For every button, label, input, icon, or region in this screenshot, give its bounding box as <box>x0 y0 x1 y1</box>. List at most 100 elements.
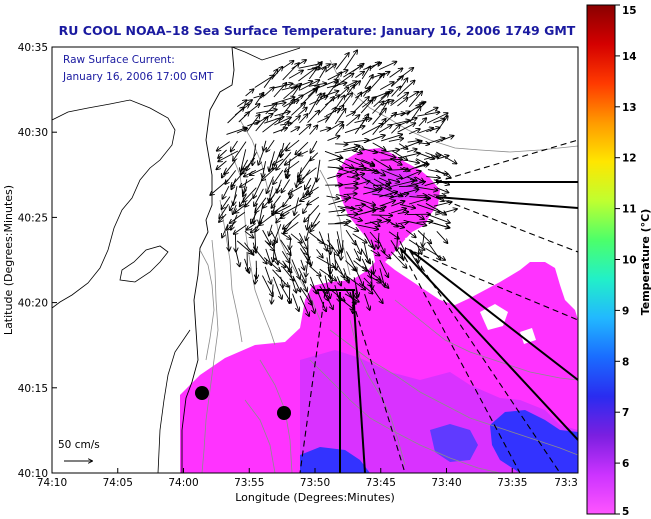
current-vector <box>298 68 316 82</box>
current-vector <box>360 248 370 264</box>
current-vector <box>329 249 331 274</box>
current-vector <box>390 76 403 88</box>
current-vector <box>227 220 237 230</box>
current-vector <box>436 187 449 193</box>
current-vector <box>269 184 281 203</box>
current-vector <box>307 214 309 229</box>
current-vector <box>306 259 308 276</box>
current-vector <box>341 240 343 260</box>
current-vector <box>289 185 303 194</box>
colorbar-tick-label: 8 <box>622 356 629 368</box>
current-vector <box>433 195 446 196</box>
current-vector <box>396 81 415 97</box>
current-vector <box>227 107 244 124</box>
current-vector <box>241 149 247 171</box>
current-vector <box>343 66 361 78</box>
current-vector <box>308 83 327 87</box>
colorbar-tick-label: 15 <box>622 5 637 17</box>
colorbar-ticks: 15 14 13 12 11 10 9 8 7 6 5 <box>615 4 637 518</box>
current-vector <box>304 204 320 222</box>
antenna-dashed-2 <box>435 196 578 253</box>
current-vector <box>356 284 357 299</box>
current-vector <box>237 100 246 107</box>
current-vector <box>372 109 387 125</box>
current-vector <box>233 141 247 161</box>
current-vector <box>380 220 390 223</box>
current-vector <box>256 110 277 114</box>
current-vector <box>272 284 274 303</box>
current-vector <box>283 194 292 206</box>
current-vector <box>231 140 238 151</box>
current-vector <box>305 177 312 189</box>
current-vector <box>399 248 403 260</box>
current-vector <box>281 211 290 218</box>
current-vector <box>308 93 321 115</box>
contour-7 <box>309 359 501 473</box>
current-vector <box>418 118 426 127</box>
y-tick-label: 40:30 <box>18 127 48 139</box>
current-vector <box>426 128 440 133</box>
current-vector <box>400 141 422 150</box>
colorbar-tick-label: 13 <box>622 102 637 114</box>
current-vector <box>263 257 280 272</box>
current-vector <box>336 214 358 216</box>
current-vector <box>273 83 287 98</box>
current-vector <box>397 231 398 251</box>
current-vector <box>310 152 319 161</box>
current-vector <box>380 186 403 197</box>
current-vector <box>344 205 362 210</box>
current-vector <box>231 178 237 190</box>
current-vector <box>352 92 362 106</box>
sst-field <box>180 148 578 473</box>
current-vector <box>370 249 380 256</box>
current-vector <box>258 149 265 165</box>
current-vector <box>270 230 277 243</box>
current-vector <box>435 168 451 178</box>
current-vector <box>262 229 271 244</box>
sst-blue-cold-2 <box>300 447 370 473</box>
current-vector <box>344 140 369 144</box>
current-vector <box>281 251 289 262</box>
current-vector <box>325 64 337 73</box>
current-vector <box>298 268 306 282</box>
map-title: RU COOL NOAA–18 Sea Surface Temperature:… <box>59 23 576 38</box>
current-vector <box>316 249 323 257</box>
coastline <box>52 47 301 473</box>
current-vector <box>261 275 273 297</box>
current-vector <box>328 199 348 206</box>
current-vector <box>280 121 288 132</box>
current-vector <box>300 287 312 305</box>
y-tick-label: 40:25 <box>18 212 48 224</box>
current-vector <box>336 276 341 285</box>
current-vector <box>372 101 383 114</box>
current-vector <box>318 231 327 251</box>
current-vector <box>285 160 300 172</box>
current-vector <box>373 150 396 158</box>
current-vector <box>281 276 283 288</box>
current-vector <box>225 160 236 174</box>
current-vector <box>353 248 360 261</box>
current-vector <box>344 126 365 134</box>
colorbar-tick-label: 12 <box>622 153 637 165</box>
current-vector <box>266 139 275 152</box>
current-vector <box>263 194 275 208</box>
current-vector <box>292 275 301 292</box>
current-vector <box>380 159 403 160</box>
current-vector <box>345 158 364 166</box>
sst-cloud-gap-3 <box>520 328 536 344</box>
current-vector <box>381 150 399 153</box>
current-vector <box>240 194 247 207</box>
current-vector <box>391 150 407 161</box>
current-vector <box>346 215 363 221</box>
current-vector <box>427 214 450 223</box>
current-vector <box>273 128 287 134</box>
current-vector <box>234 224 247 234</box>
current-vector <box>372 142 386 150</box>
current-vector <box>319 128 330 132</box>
current-vector <box>217 141 230 151</box>
y-tick-label: 40:35 <box>18 42 48 54</box>
current-vector <box>354 117 367 135</box>
current-vector <box>319 268 337 280</box>
x-tick-label: 73:35 <box>497 477 527 489</box>
